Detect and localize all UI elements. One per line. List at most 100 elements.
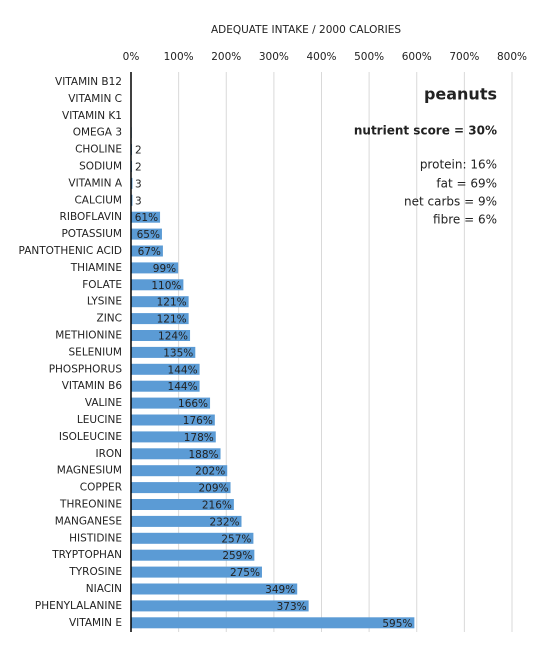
value-label: 110% [151, 280, 181, 292]
y-tick-label: SODIUM [79, 161, 122, 173]
value-label: 135% [163, 347, 193, 359]
value-label: 124% [158, 331, 188, 343]
value-label: 209% [199, 483, 229, 495]
bar [131, 448, 221, 460]
bar [131, 245, 163, 257]
bar [131, 431, 216, 443]
y-tick-label: MANGANESE [55, 515, 122, 527]
y-tick-label: METHIONINE [55, 330, 122, 342]
y-tick-label: COPPER [80, 482, 122, 494]
y-tick-label: SELENIUM [69, 346, 122, 358]
bar [131, 380, 200, 392]
value-label: 61% [135, 212, 158, 224]
y-tick-label: LYSINE [87, 296, 122, 308]
x-tick-label: 100% [164, 51, 194, 63]
value-label: 275% [230, 567, 260, 579]
y-tick-label: PANTOTHENIC ACID [19, 245, 122, 257]
x-tick-label: 600% [402, 51, 432, 63]
annotation: fat = 69% [436, 177, 497, 191]
y-tick-label: MAGNESIUM [57, 465, 122, 477]
value-label: 3 [135, 195, 142, 207]
bar [131, 515, 242, 527]
value-label: 349% [265, 584, 295, 596]
value-label: 144% [168, 364, 198, 376]
y-tick-label: CALCIUM [74, 194, 122, 206]
bar [131, 262, 179, 274]
y-tick-label: POTASSIUM [61, 228, 122, 240]
bar [131, 279, 184, 291]
y-tick-label: PHOSPHORUS [49, 363, 123, 375]
y-tick-label: VITAMIN A [68, 177, 122, 189]
y-tick-label: HISTIDINE [69, 532, 122, 544]
bar [131, 499, 234, 510]
annotation: net carbs = 9% [404, 195, 497, 209]
value-label: 99% [153, 263, 176, 275]
value-label: 232% [209, 516, 239, 528]
y-tick-label: ZINC [97, 313, 122, 325]
annotation: fibre = 6% [433, 213, 497, 227]
annotation: peanuts [424, 85, 497, 104]
bar [131, 583, 298, 595]
bar [131, 414, 215, 426]
value-label: 2 [135, 162, 142, 174]
y-tick-label: LEUCINE [77, 414, 122, 426]
value-label: 121% [157, 297, 187, 309]
bar [131, 346, 196, 358]
y-tick-label: VITAMIN E [69, 617, 122, 629]
value-label: 67% [138, 246, 161, 258]
bar [131, 296, 189, 308]
bar [131, 617, 415, 629]
y-tick-label: PHENYLALANINE [35, 600, 122, 612]
value-label: 166% [178, 398, 208, 410]
value-label: 259% [222, 550, 252, 562]
y-tick-label: CHOLINE [75, 144, 122, 156]
bar [131, 600, 309, 612]
bar [131, 549, 255, 561]
y-tick-label: TYROSINE [68, 566, 122, 578]
value-label: 595% [382, 618, 412, 630]
y-tick-label: VALINE [85, 397, 122, 409]
value-label: 178% [184, 432, 214, 444]
x-tick-label: 200% [211, 51, 241, 63]
bar [131, 397, 211, 409]
y-tick-label: FOLATE [82, 279, 122, 291]
annotation: protein: 16% [420, 158, 497, 172]
x-tick-label: 700% [449, 51, 479, 63]
y-tick-label: VITAMIN B6 [62, 380, 123, 392]
x-tick-label: 400% [306, 51, 336, 63]
y-tick-label: VITAMIN B12 [55, 76, 122, 88]
bar [131, 566, 262, 578]
bar [131, 313, 189, 325]
y-tick-label: THIAMINE [70, 262, 122, 274]
y-tick-label: IRON [95, 448, 122, 460]
value-label: 176% [183, 415, 213, 427]
value-label: 144% [168, 381, 198, 393]
value-label: 202% [195, 466, 225, 478]
y-tick-label: THREONINE [59, 499, 122, 511]
value-label: 65% [137, 229, 160, 241]
y-tick-label: ISOLEUCINE [59, 431, 122, 443]
y-tick-label: VITAMIN K1 [62, 110, 122, 122]
x-tick-label: 800% [497, 51, 527, 63]
bar [131, 532, 254, 544]
value-label: 121% [157, 314, 187, 326]
bar [131, 363, 200, 375]
bar [131, 330, 191, 341]
value-label: 216% [202, 500, 232, 512]
value-label: 188% [189, 449, 219, 461]
y-tick-label: OMEGA 3 [73, 127, 122, 139]
x-tick-label: 0% [123, 51, 140, 63]
value-label: 373% [277, 601, 307, 613]
value-label: 3 [135, 178, 142, 190]
bar [131, 482, 231, 494]
y-tick-label: NIACIN [86, 583, 122, 595]
y-tick-label: VITAMIN C [68, 93, 122, 105]
y-tick-label: TRYPTOPHAN [51, 549, 122, 561]
chart-title: ADEQUATE INTAKE / 2000 CALORIES [211, 24, 401, 36]
bar [131, 465, 228, 477]
y-tick-label: RIBOFLAVIN [60, 211, 122, 223]
value-label: 257% [221, 533, 251, 545]
value-label: 2 [135, 145, 142, 157]
bar [131, 211, 161, 223]
